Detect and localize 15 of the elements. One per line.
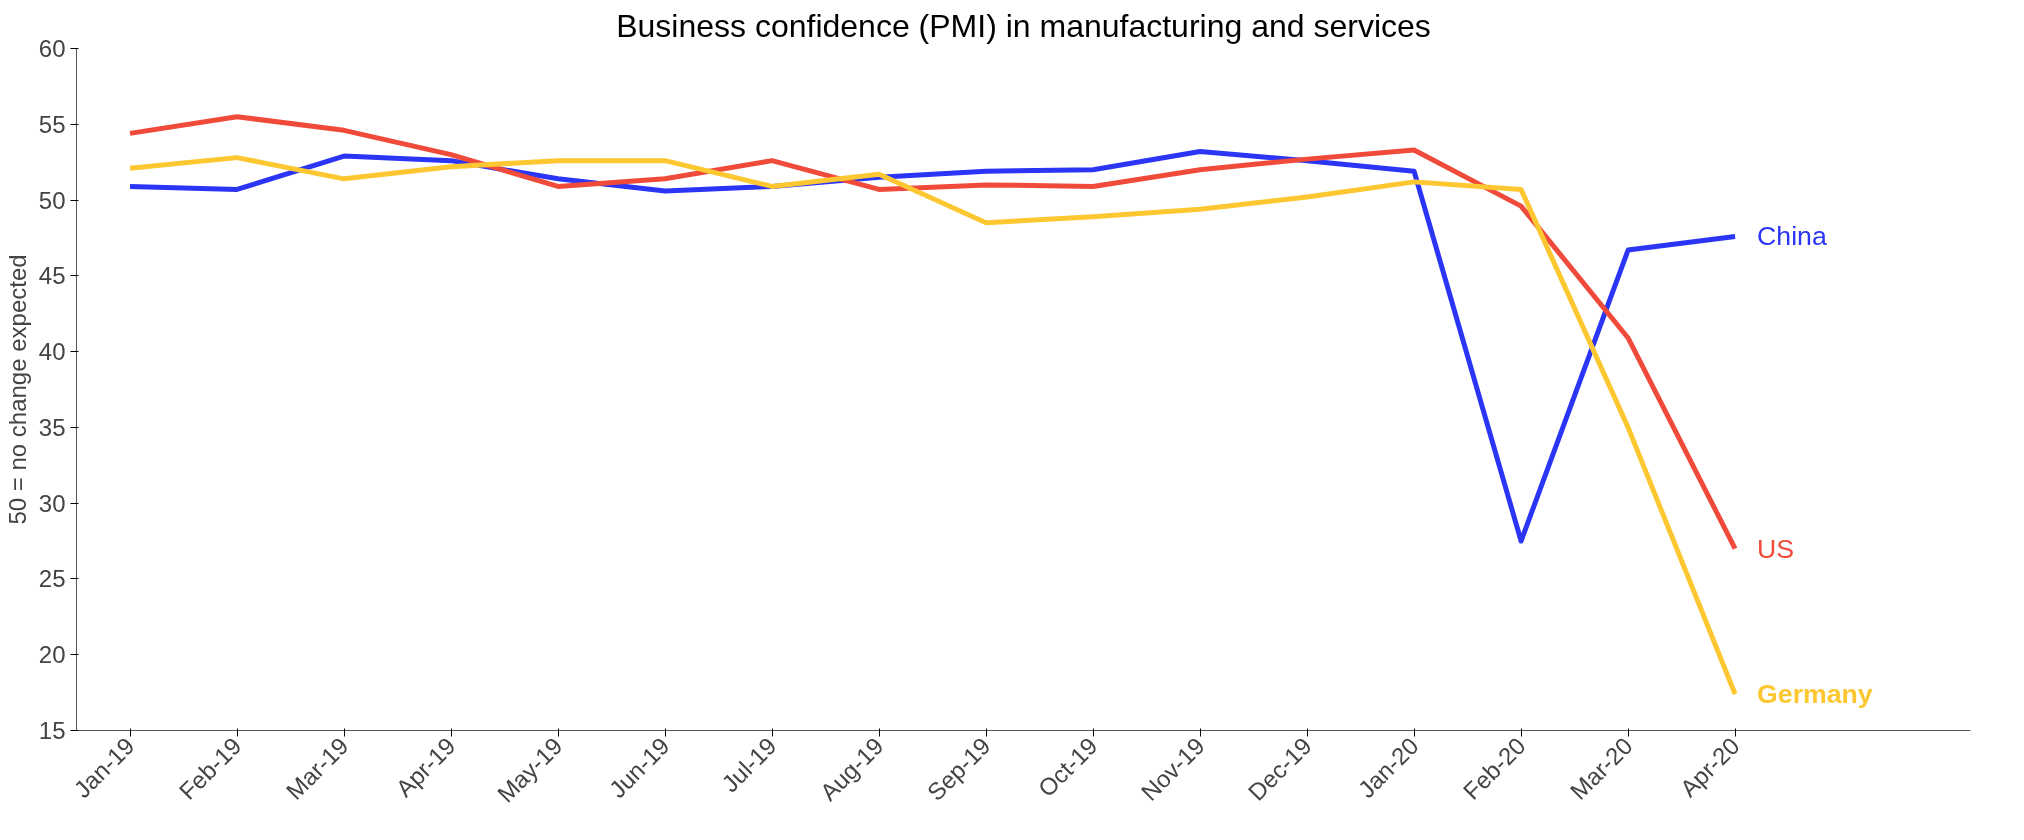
y-tick-label: 50 [38, 186, 66, 214]
series-label: Germany [1757, 679, 1873, 710]
series-label: China [1757, 221, 1827, 252]
y-tick-label: 20 [38, 641, 66, 669]
y-tick-label: 40 [38, 338, 66, 366]
y-axis-title: 50 = no change expected [3, 254, 31, 525]
y-tick-label: 30 [38, 489, 66, 517]
y-tick-label: 60 [38, 35, 66, 62]
chart-title: Business confidence (PMI) in manufacturing and services [616, 7, 1431, 44]
y-tick-label: 15 [38, 717, 66, 744]
y-tick-label: 45 [38, 262, 66, 290]
y-tick-label: 35 [38, 413, 66, 441]
y-tick-label: 25 [38, 565, 66, 593]
series-label: US [1757, 533, 1795, 564]
y-tick-label: 55 [38, 110, 66, 138]
